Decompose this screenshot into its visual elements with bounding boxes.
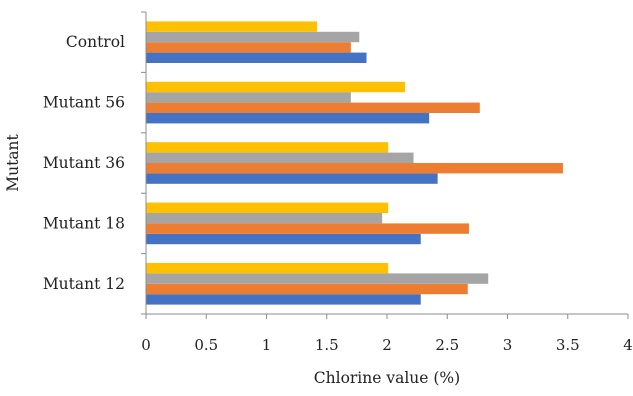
bar-control-series-1 <box>146 52 367 63</box>
x-tick-label: 1 <box>262 336 272 354</box>
x-tick-label: 0.5 <box>194 336 218 354</box>
bar-mutant-56-series-2 <box>146 102 480 113</box>
x-tick-label: 2 <box>382 336 392 354</box>
y-axis-ticks <box>141 11 146 315</box>
bars-group <box>146 21 563 305</box>
category-label-control: Control <box>66 33 125 51</box>
x-tick-label: 2.5 <box>435 336 459 354</box>
bar-mutant-18-series-3 <box>146 213 383 224</box>
category-labels: Mutant 12 Mutant 18 Mutant 36 Mutant 56 Cont… <box>43 33 125 293</box>
bar-control-series-3 <box>146 31 360 43</box>
category-label-mutant-56: Mutant 56 <box>43 94 125 112</box>
bar-control-series-2 <box>146 42 351 53</box>
x-tick-label: 1.5 <box>315 336 339 354</box>
bar-mutant-12-series-1 <box>146 294 421 305</box>
bar-mutant-56-series-3 <box>146 92 351 103</box>
x-axis-ticks <box>145 314 629 319</box>
bar-mutant-12-series-2 <box>146 283 468 295</box>
x-tick-label: 0 <box>141 336 151 354</box>
x-tick-label: 4 <box>623 336 633 354</box>
bar-mutant-36-series-4 <box>146 142 389 153</box>
bar-mutant-18-series-4 <box>146 202 389 213</box>
x-axis-tick-labels: 0 0.5 1 1.5 2 2.5 3 3.5 4 <box>141 336 633 354</box>
bar-mutant-18-series-1 <box>146 233 421 245</box>
bar-control-series-4 <box>146 21 318 32</box>
bar-mutant-18-series-2 <box>146 223 469 234</box>
bar-mutant-36-series-3 <box>146 152 414 163</box>
bar-mutant-36-series-2 <box>146 163 563 174</box>
bar-mutant-56-series-4 <box>146 81 406 93</box>
bar-mutant-36-series-1 <box>146 173 438 184</box>
bar-mutant-12-series-3 <box>146 273 489 284</box>
bar-mutant-12-series-4 <box>146 263 389 274</box>
bar-mutant-56-series-1 <box>146 113 430 124</box>
x-tick-label: 3.5 <box>556 336 580 354</box>
category-label-mutant-36: Mutant 36 <box>43 154 125 172</box>
category-label-mutant-12: Mutant 12 <box>43 275 125 293</box>
x-axis-title: Chlorine value (%) <box>314 369 460 387</box>
y-axis-title: Mutant <box>4 133 22 191</box>
category-label-mutant-18: Mutant 18 <box>43 214 125 232</box>
x-tick-label: 3 <box>503 336 513 354</box>
